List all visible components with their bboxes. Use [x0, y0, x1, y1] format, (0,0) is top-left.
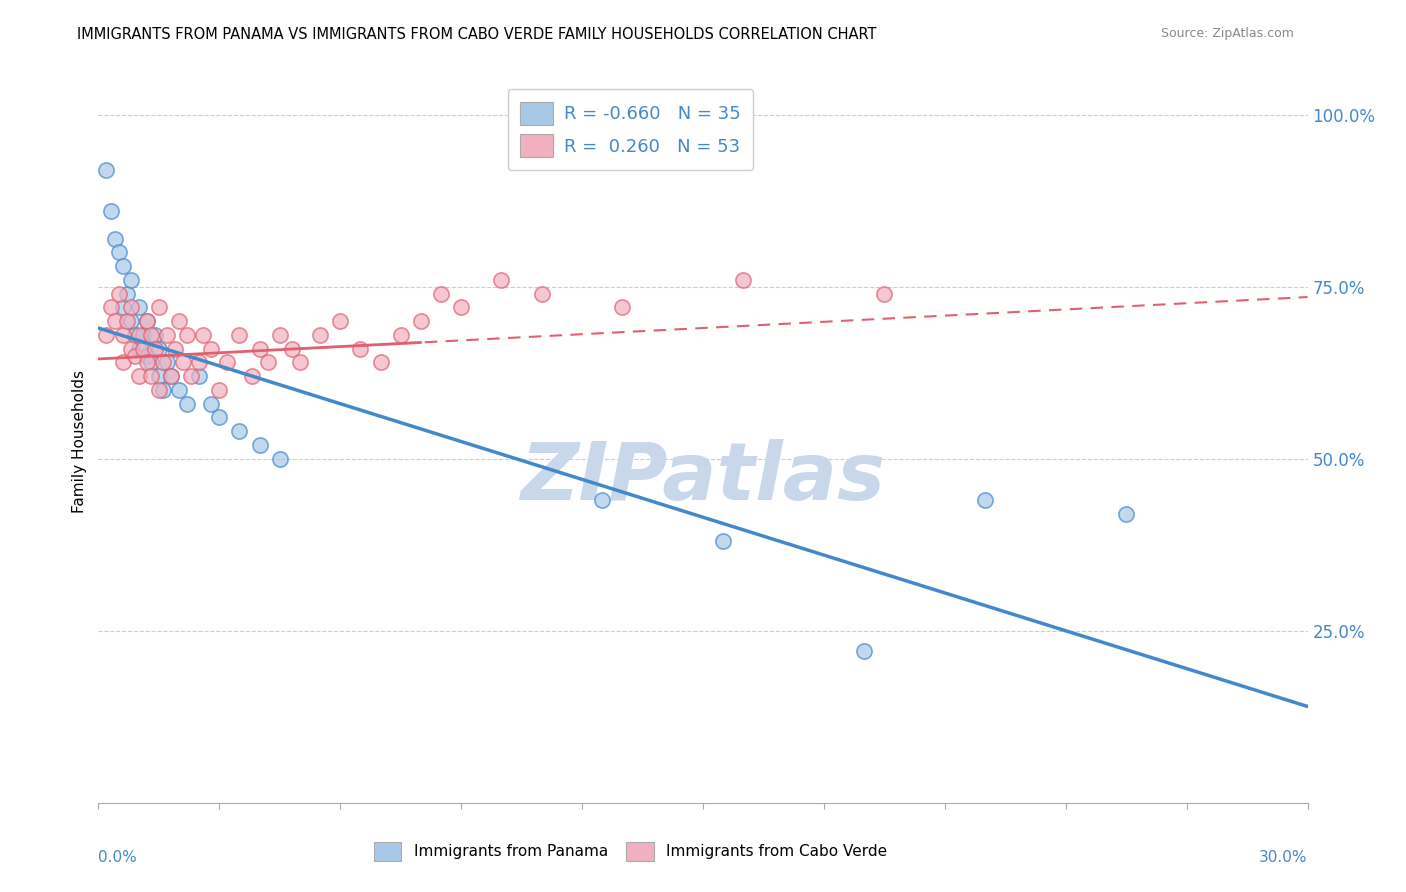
Point	[208, 410, 231, 425]
Point	[163, 342, 186, 356]
Point	[217, 355, 239, 369]
Point	[120, 301, 142, 315]
Point	[156, 327, 179, 342]
Point	[591, 493, 613, 508]
Point	[139, 327, 162, 342]
Point	[111, 259, 134, 273]
Point	[107, 286, 129, 301]
Point	[370, 355, 392, 369]
Point	[167, 314, 190, 328]
Point	[309, 327, 332, 342]
Text: 30.0%: 30.0%	[1260, 850, 1308, 864]
Point	[491, 273, 513, 287]
Point	[135, 314, 157, 328]
Point	[188, 355, 211, 369]
Point	[128, 327, 150, 342]
Point	[176, 327, 198, 342]
Text: IMMIGRANTS FROM PANAMA VS IMMIGRANTS FROM CABO VERDE FAMILY HOUSEHOLDS CORRELATI: IMMIGRANTS FROM PANAMA VS IMMIGRANTS FRO…	[77, 27, 877, 42]
Point	[269, 327, 291, 342]
Point	[208, 383, 231, 397]
Point	[160, 369, 183, 384]
Point	[139, 355, 162, 369]
Point	[269, 451, 291, 466]
Point	[128, 369, 150, 384]
Text: ZIPatlas: ZIPatlas	[520, 439, 886, 516]
Point	[135, 349, 157, 363]
Point	[132, 342, 155, 356]
Point	[103, 314, 125, 328]
Point	[135, 314, 157, 328]
Point	[228, 327, 250, 342]
Point	[612, 301, 634, 315]
Point	[200, 342, 222, 356]
Point	[143, 327, 166, 342]
Point	[160, 369, 183, 384]
Point	[100, 301, 122, 315]
Point	[120, 314, 142, 328]
Point	[288, 355, 311, 369]
Point	[873, 286, 896, 301]
Point	[115, 286, 138, 301]
Point	[135, 355, 157, 369]
Point	[111, 327, 134, 342]
Point	[107, 245, 129, 260]
Point	[450, 301, 472, 315]
Point	[240, 369, 263, 384]
Point	[148, 301, 170, 315]
Point	[249, 342, 271, 356]
Point	[148, 369, 170, 384]
Point	[152, 355, 174, 369]
Text: Source: ZipAtlas.com: Source: ZipAtlas.com	[1160, 27, 1294, 40]
Point	[228, 424, 250, 438]
Point	[96, 162, 118, 177]
Point	[1115, 507, 1137, 521]
Point	[711, 534, 734, 549]
Point	[329, 314, 352, 328]
Point	[128, 301, 150, 315]
Legend: Immigrants from Panama, Immigrants from Cabo Verde: Immigrants from Panama, Immigrants from …	[368, 836, 893, 867]
Point	[139, 369, 162, 384]
Point	[156, 355, 179, 369]
Point	[100, 204, 122, 219]
Point	[853, 644, 876, 658]
Point	[430, 286, 453, 301]
Point	[974, 493, 997, 508]
Point	[96, 327, 118, 342]
Point	[281, 342, 304, 356]
Point	[172, 355, 194, 369]
Point	[128, 342, 150, 356]
Point	[111, 355, 134, 369]
Point	[143, 342, 166, 356]
Point	[530, 286, 553, 301]
Point	[103, 231, 125, 245]
Point	[256, 355, 278, 369]
Y-axis label: Family Households: Family Households	[72, 370, 87, 513]
Point	[115, 314, 138, 328]
Point	[132, 327, 155, 342]
Text: 0.0%: 0.0%	[98, 850, 138, 864]
Point	[409, 314, 432, 328]
Point	[167, 383, 190, 397]
Point	[188, 369, 211, 384]
Point	[249, 438, 271, 452]
Point	[124, 349, 146, 363]
Point	[176, 397, 198, 411]
Point	[349, 342, 371, 356]
Point	[120, 342, 142, 356]
Point	[389, 327, 412, 342]
Point	[193, 327, 215, 342]
Point	[152, 383, 174, 397]
Point	[148, 342, 170, 356]
Point	[124, 327, 146, 342]
Point	[148, 383, 170, 397]
Point	[120, 273, 142, 287]
Point	[200, 397, 222, 411]
Point	[180, 369, 202, 384]
Point	[111, 301, 134, 315]
Point	[733, 273, 755, 287]
